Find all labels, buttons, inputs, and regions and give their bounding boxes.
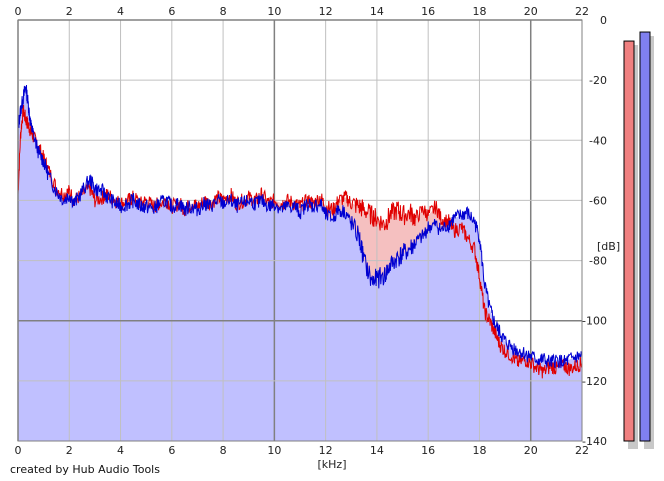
- blue-level-meter: [639, 31, 651, 442]
- y-tick-label: -100: [582, 315, 607, 328]
- y-tick-label: -40: [589, 134, 607, 147]
- x-tick-label-bottom: 2: [66, 444, 73, 457]
- grid-lines: [17, 19, 583, 442]
- series-blue-line: [17, 84, 583, 369]
- y-tick-label: 0: [600, 14, 607, 27]
- y-tick-label: -20: [589, 74, 607, 87]
- x-tick-label-bottom: 16: [421, 444, 435, 457]
- x-tick-label-top: 18: [472, 5, 486, 18]
- x-tick-label-top: 14: [370, 5, 384, 18]
- plot-fill-area: [18, 20, 582, 441]
- x-tick-label-bottom: 22: [575, 444, 589, 457]
- x-tick-label-top: 16: [421, 5, 435, 18]
- x-tick-label-bottom: 12: [319, 444, 333, 457]
- x-tick-label-top: 0: [15, 5, 22, 18]
- x-tick-label-bottom: 14: [370, 444, 384, 457]
- x-tick-label-bottom: 10: [267, 444, 281, 457]
- x-tick-label-top: 12: [319, 5, 333, 18]
- x-tick-label-top: 6: [168, 5, 175, 18]
- x-axis-unit: [kHz]: [318, 458, 347, 471]
- x-tick-label-top: 8: [220, 5, 227, 18]
- blue-area-fill: [18, 86, 582, 441]
- y-tick-label: -60: [589, 194, 607, 207]
- y-tick-label: -140: [582, 435, 607, 448]
- x-tick-label-top: 4: [117, 5, 124, 18]
- x-tick-label-bottom: 8: [220, 444, 227, 457]
- x-tick-label-bottom: 6: [168, 444, 175, 457]
- x-tick-label-bottom: 20: [524, 444, 538, 457]
- series-lines: [17, 84, 583, 379]
- y-axis-unit: [dB]: [597, 240, 620, 253]
- x-tick-label-bottom: 4: [117, 444, 124, 457]
- level-meters: [623, 31, 654, 450]
- x-tick-label-top: 10: [267, 5, 281, 18]
- credit-text: created by Hub Audio Tools: [10, 463, 160, 476]
- plot-frame: [17, 19, 583, 442]
- x-tick-label-top: 2: [66, 5, 73, 18]
- y-tick-label: -120: [582, 375, 607, 388]
- x-tick-label-top: 20: [524, 5, 538, 18]
- x-tick-label-top: 22: [575, 5, 589, 18]
- x-tick-label-bottom: 18: [472, 444, 486, 457]
- series-red-line: [17, 104, 583, 379]
- y-tick-labels: 0 -20 -40 -60 -80 -100 -120 -140: [582, 14, 607, 448]
- x-tick-label-bottom: 0: [15, 444, 22, 457]
- y-tick-label: -80: [589, 255, 607, 268]
- red-level-meter: [623, 40, 635, 442]
